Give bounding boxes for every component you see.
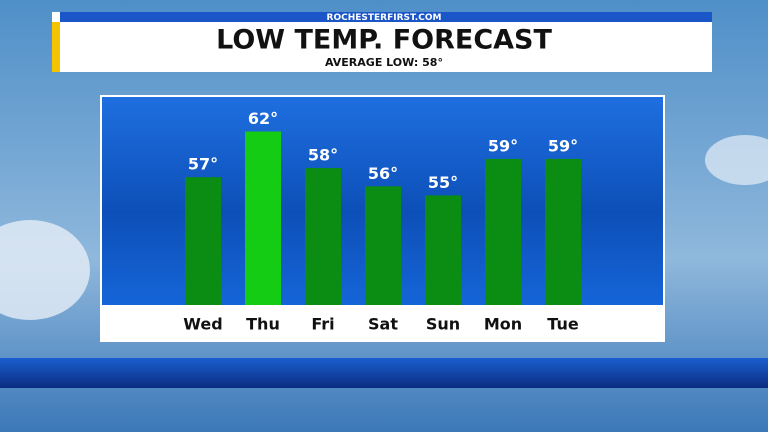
cloud <box>705 135 768 185</box>
x-tick-label: Mon <box>484 315 522 334</box>
bar <box>425 195 461 305</box>
source-bar <box>60 12 712 22</box>
value-label: 55° <box>428 173 458 192</box>
x-tick-label: Fri <box>311 315 334 334</box>
bar <box>245 131 281 305</box>
value-label: 56° <box>368 164 398 183</box>
bar <box>545 158 581 305</box>
bar <box>185 177 221 305</box>
value-label: 57° <box>188 155 218 174</box>
x-tick-label: Sat <box>368 315 398 334</box>
chart-title: LOW TEMP. FORECAST <box>216 25 552 56</box>
chart-subtitle: AVERAGE LOW: 58° <box>325 56 443 69</box>
source: ROCHESTERFIRST.COM <box>327 13 442 23</box>
value-label: 59° <box>548 136 578 155</box>
value-label: 58° <box>308 146 338 165</box>
x-tick-label: Thu <box>246 315 280 334</box>
lower-band <box>0 358 768 388</box>
bar <box>365 186 401 305</box>
bar <box>305 168 341 305</box>
accent-stripe <box>52 22 60 72</box>
x-tick-label: Tue <box>547 315 579 334</box>
cloud <box>0 220 90 320</box>
bar <box>485 158 521 305</box>
value-label: 59° <box>488 136 518 155</box>
value-label: 62° <box>248 109 278 128</box>
x-tick-label: Sun <box>426 315 460 334</box>
x-tick-label: Wed <box>183 315 222 334</box>
